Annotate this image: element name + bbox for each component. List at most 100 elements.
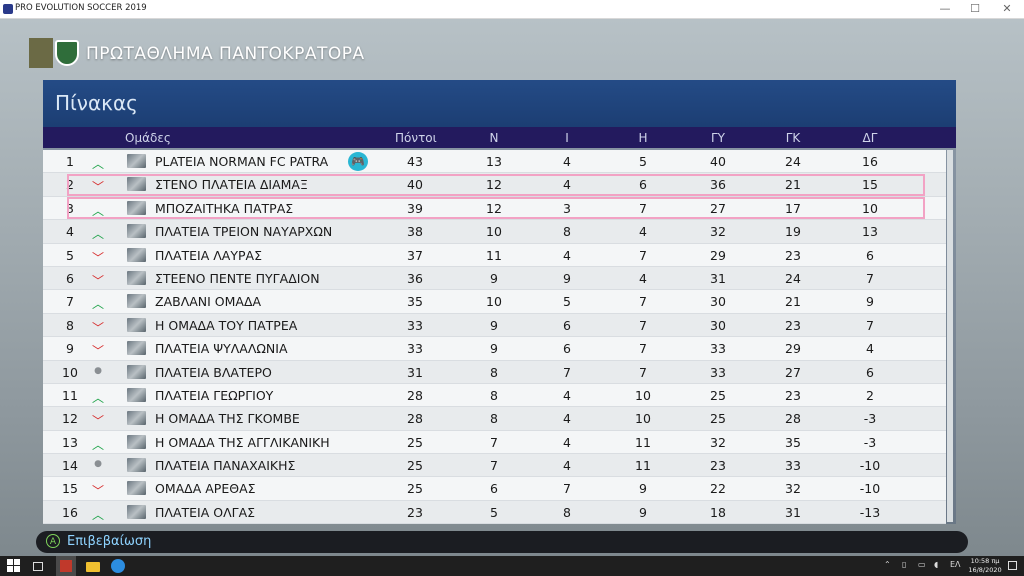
table-row[interactable]: ﹀ 5 ΠΛΑΤΕΙΑ ΛΑΥΡΑΣ 37 11 4 7 29 23 6: [43, 243, 946, 267]
position-cell: 16: [62, 504, 78, 520]
losses-cell: 7: [639, 294, 647, 310]
goals-for-cell: 30: [710, 317, 726, 333]
position-cell: 2: [66, 177, 74, 193]
table-row[interactable]: ︿ 13 Η ΟΜΑΔΑ ΤΗΣ ΑΓΓΛΙΚΑΝΙΚΗ 25 7 4 11 32 35 -3: [43, 430, 946, 455]
points-cell: 23: [407, 504, 423, 520]
table-row[interactable]: ﹀ 2 ΣΤΕΝΟ ΠΛΑΤΕΙΑ ΔΙΑΜΑΞ 40 12 4 6 36 21 15: [43, 173, 946, 197]
panel-title: Πίνακας: [55, 91, 138, 115]
position-cell: 11: [62, 387, 78, 403]
points-cell: 36: [407, 270, 423, 286]
language-indicator[interactable]: ΕΛ: [950, 560, 961, 569]
column-dg: ΔΓ: [862, 131, 878, 145]
draws-cell: 4: [563, 247, 571, 263]
close-button[interactable]: ✕: [1002, 2, 1012, 15]
losses-cell: 6: [639, 177, 647, 193]
table-row[interactable]: ﹀ 8 Η ΟΜΑΔΑ ΤΟΥ ΠΑΤΡΕΑ 33 9 6 7 30 23 7: [43, 313, 946, 338]
window-titlebar: PRO EVOLUTION SOCCER 2019 — ☐ ✕: [0, 0, 1024, 19]
points-cell: 25: [407, 481, 423, 497]
notification-icon[interactable]: [1008, 561, 1017, 570]
goals-against-cell: 17: [785, 200, 801, 216]
battery-icon[interactable]: ▭: [918, 560, 926, 569]
goals-against-cell: 21: [785, 177, 801, 193]
table-row[interactable]: ︿ 7 ΖΑΒΛΑΝΙ ΟΜΑΔΑ 35 10 5 7 30 21 9: [43, 290, 946, 314]
table-row[interactable]: ︿ 4 ΠΛΑΤΕΙΑ ΤΡΕΙΟΝ ΝΑΥΑΡΧΩΝ 38 10 8 4 32 19 13: [43, 220, 946, 244]
pes-taskbar-icon[interactable]: [56, 556, 76, 576]
scrollbar-thumb[interactable]: [947, 150, 953, 522]
team-crest-icon: [127, 154, 146, 168]
draws-cell: 5: [563, 294, 571, 310]
points-cell: 39: [407, 200, 423, 216]
standings-table: ︿ 1 PLATEIA NORMAN FC PATRA 43 13 4 5 40 24 16 🎮 ﹀ 2…: [43, 150, 946, 525]
goal-difference-cell: 16: [862, 154, 878, 169]
losses-cell: 7: [639, 247, 647, 263]
team-name: ΖΑΒΛΑΝΙ ΟΜΑΔΑ: [155, 294, 262, 310]
column-team: Ομάδες: [125, 131, 171, 145]
goals-against-cell: 35: [785, 434, 801, 450]
file-explorer-icon[interactable]: [86, 562, 100, 572]
table-row[interactable]: ﹀ 12 Η ΟΜΑΔΑ ΤΗΣ ΓΚΟΜΒΕ 28 8 4 10 25 28 -3: [43, 407, 946, 431]
goal-difference-cell: 2: [866, 387, 874, 403]
goal-difference-cell: 10: [862, 200, 878, 216]
usb-icon[interactable]: ▯: [902, 560, 907, 569]
minimize-button[interactable]: —: [939, 2, 951, 15]
trend-down-icon: ﹀: [91, 344, 104, 359]
wins-cell: 8: [490, 411, 498, 427]
team-crest-icon: [127, 364, 146, 379]
maximize-button[interactable]: ☐: [970, 2, 980, 15]
table-row[interactable]: ﹀ 15 ΟΜΑΔΑ ΑΡΕΘΑΣ 25 6 7 9 22 32 -10: [43, 477, 946, 501]
table-row[interactable]: ● 14 ΠΛΑΤΕΙΑ ΠΑΝΑΧΑΙΚΗΣ 25 7 4 11 23 33 -10: [43, 454, 946, 478]
volume-icon[interactable]: ◖: [934, 560, 939, 569]
start-button-icon[interactable]: [7, 559, 21, 573]
table-row[interactable]: ● 10 ΠΛΑΤΕΙΑ ΒΛΑΤΕΡΟ 31 8 7 7 33 27 6: [43, 360, 946, 384]
points-cell: 43: [407, 154, 423, 169]
goals-against-cell: 19: [785, 224, 801, 240]
draws-cell: 4: [563, 387, 571, 403]
table-row[interactable]: ︿ 1 PLATEIA NORMAN FC PATRA 43 13 4 5 40 24 16 🎮: [43, 150, 946, 174]
goal-difference-cell: 6: [866, 247, 874, 263]
trend-down-icon: ﹀: [91, 273, 104, 288]
position-cell: 6: [66, 270, 74, 286]
goals-against-cell: 28: [785, 411, 801, 427]
column-n: Ν: [489, 131, 499, 145]
table-row[interactable]: ︿ 3 ΜΠΟΖΑΙΤΗΚΑ ΠΑΤΡΑΣ 39 12 3 7 27 17 10: [43, 196, 946, 221]
team-name: ΠΛΑΤΕΙΑ ΛΑΥΡΑΣ: [155, 247, 262, 263]
table-row[interactable]: ﹀ 9 ΠΛΑΤΕΙΑ ΨΥΛΑΛΩΝΙΑ 33 9 6 7 33 29 4: [43, 337, 946, 361]
trend-down-icon: ﹀: [91, 180, 104, 195]
position-cell: 7: [66, 294, 74, 310]
draws-cell: 6: [563, 317, 571, 333]
draws-cell: 6: [563, 341, 571, 357]
draws-cell: 8: [563, 224, 571, 240]
confirm-bar[interactable]: A Επιβεβαίωση: [36, 531, 968, 553]
trend-up-icon: ︿: [91, 157, 104, 171]
losses-cell: 9: [639, 481, 647, 497]
wins-cell: 5: [490, 504, 498, 520]
wins-cell: 7: [490, 458, 498, 474]
table-row[interactable]: ﹀ 6 ΣΤΕΕΝΟ ΠΕΝΤΕ ΠΥΓΑΔΙΟΝ 36 9 9 4 31 24 7: [43, 266, 946, 291]
goals-against-cell: 21: [785, 294, 801, 310]
edge-browser-icon[interactable]: [111, 559, 125, 573]
team-crest-icon: [127, 411, 146, 426]
system-clock[interactable]: 10:58 πμ 16/8/2020: [967, 557, 1003, 575]
team-name: ΣΤΕΕΝΟ ΠΕΝΤΕ ΠΥΓΑΔΙΟΝ: [155, 270, 320, 286]
table-row[interactable]: ︿ 16 ΠΛΑΤΕΙΑ ΟΛΓΑΣ 23 5 8 9 18 31 -13: [43, 500, 946, 525]
goal-difference-cell: 9: [866, 294, 874, 310]
goal-difference-cell: -10: [859, 481, 881, 497]
team-crest-icon: [127, 504, 146, 519]
column-header-row: Ομάδες Πόντοι Ν Ι Η ΓΥ ΓΚ ΔΓ: [43, 127, 956, 148]
wins-cell: 9: [490, 341, 498, 357]
trend-down-icon: ﹀: [91, 250, 104, 265]
goals-for-cell: 25: [710, 387, 726, 403]
column-gy: ΓΥ: [710, 131, 725, 145]
wins-cell: 12: [486, 177, 502, 193]
standings-panel: Πίνακας Ομάδες Πόντοι Ν Ι Η ΓΥ ΓΚ ΔΓ ︿ 1 P…: [43, 80, 956, 525]
table-row[interactable]: ︿ 11 ΠΛΑΤΕΙΑ ΓΕΩΡΓΙΟΥ 28 8 4 10 25 23 2: [43, 383, 946, 408]
user-controller-icon: 🎮: [348, 152, 368, 171]
pes-app-icon: [3, 4, 13, 14]
window-title: PRO EVOLUTION SOCCER 2019: [15, 3, 147, 13]
goals-for-cell: 31: [710, 270, 726, 286]
wins-cell: 9: [490, 317, 498, 333]
losses-cell: 7: [639, 317, 647, 333]
tray-chevron-icon[interactable]: ⌃: [884, 560, 891, 569]
goals-against-cell: 23: [785, 387, 801, 403]
task-view-icon[interactable]: [33, 562, 43, 571]
